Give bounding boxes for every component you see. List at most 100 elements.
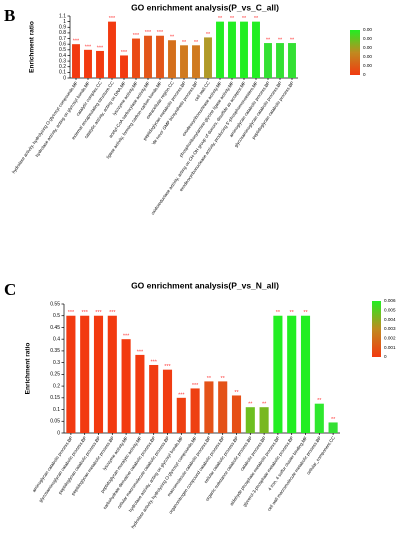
- bar: [135, 354, 145, 433]
- colorbar-label: 0.00: [363, 63, 372, 68]
- bar: [204, 37, 212, 78]
- bar: [144, 35, 152, 78]
- significance-label: **: [234, 390, 239, 396]
- panel-label: C: [4, 280, 16, 299]
- significance-label: ***: [164, 364, 171, 370]
- colorbar-label: 0.004: [384, 317, 396, 322]
- colorbar: [372, 301, 381, 357]
- significance-label: **: [248, 402, 253, 408]
- significance-label: **: [290, 38, 295, 44]
- bar: [66, 315, 76, 433]
- significance-label: ***: [81, 310, 88, 316]
- significance-label: **: [221, 376, 226, 382]
- bar: [314, 403, 324, 433]
- significance-label: **: [218, 16, 223, 22]
- bar: [204, 381, 214, 433]
- significance-label: ***: [192, 383, 199, 389]
- colorbar-label: 0.00: [363, 54, 372, 59]
- colorbar-label: 0.005: [384, 308, 396, 313]
- y-tick-label: 0.8: [59, 30, 66, 36]
- x-tick-label: cell wall macromolecule metabolic proces…: [266, 435, 322, 512]
- colorbar-label: 0.006: [384, 298, 396, 303]
- significance-label: ***: [150, 359, 157, 365]
- y-tick-label: 0.25: [50, 372, 60, 378]
- bar: [121, 339, 131, 433]
- x-tick-label: cellular_component.CC: [306, 435, 336, 475]
- significance-label: **: [266, 38, 271, 44]
- y-axis-label: Enrichment ratio: [25, 343, 32, 395]
- significance-label: ***: [97, 45, 104, 51]
- significance-label: **: [278, 38, 283, 44]
- chart-title: GO enrichment analysis(P_vs_N_all): [131, 280, 279, 290]
- significance-label: ***: [95, 310, 102, 316]
- x-tick-label: hydrolase activity, hydrolyzing O-glycos…: [11, 80, 79, 174]
- bar: [96, 50, 104, 78]
- y-tick-label: 0.6: [59, 42, 66, 48]
- bar: [107, 315, 117, 433]
- bar: [176, 397, 186, 433]
- significance-label: **: [242, 16, 247, 22]
- y-tick-label: 0.2: [59, 64, 66, 70]
- significance-label: **: [262, 402, 267, 408]
- bar: [228, 21, 236, 78]
- significance-label: ***: [157, 30, 164, 36]
- bar: [162, 369, 173, 433]
- y-tick-label: 0.2: [53, 383, 60, 389]
- bar: [264, 43, 272, 78]
- significance-label: **: [254, 16, 259, 22]
- y-tick-label: 0.5: [53, 313, 60, 319]
- significance-label: **: [303, 310, 308, 316]
- bar: [240, 21, 248, 78]
- colorbar-label: 0.002: [384, 336, 396, 341]
- significance-label: ***: [109, 310, 116, 316]
- bar: [156, 35, 164, 78]
- significance-label: ***: [123, 334, 130, 340]
- colorbar-label: 0.00: [363, 27, 372, 32]
- significance-label: **: [206, 32, 211, 38]
- bar: [276, 43, 284, 78]
- y-tick-label: 0.35: [50, 348, 60, 354]
- significance-label: ***: [85, 44, 92, 50]
- significance-label: ***: [137, 349, 144, 355]
- bar: [328, 422, 338, 433]
- significance-label: **: [276, 310, 281, 316]
- y-tick-label: 0.4: [53, 337, 60, 343]
- bar: [168, 40, 176, 78]
- significance-label: ***: [73, 39, 80, 45]
- y-tick-label: 1.1: [59, 13, 66, 19]
- colorbar-label: 0.00: [363, 36, 372, 41]
- bar: [288, 43, 296, 78]
- y-tick-label: 0.1: [59, 70, 66, 76]
- bar: [84, 49, 92, 78]
- y-tick-label: 0.1: [53, 407, 60, 413]
- bar: [132, 38, 140, 78]
- bar: [180, 45, 188, 78]
- y-tick-label: 0.9: [59, 25, 66, 31]
- y-tick-label: 1: [63, 19, 66, 25]
- y-axis-label: Enrichment ratio: [29, 21, 36, 73]
- significance-label: **: [290, 310, 295, 316]
- significance-label: ***: [68, 310, 75, 316]
- significance-label: **: [207, 376, 212, 382]
- bar: [287, 315, 297, 433]
- significance-label: **: [331, 417, 336, 423]
- significance-label: ***: [133, 33, 140, 39]
- bar: [149, 364, 159, 433]
- y-tick-label: 0.4: [59, 53, 66, 59]
- colorbar: [350, 30, 360, 75]
- bar: [231, 395, 242, 433]
- y-tick-label: 0.15: [50, 395, 60, 401]
- significance-label: ***: [145, 30, 152, 36]
- y-tick-label: 0: [63, 75, 66, 81]
- colorbar-label: 0: [363, 72, 366, 77]
- colorbar-label: 0: [384, 354, 387, 359]
- bar: [72, 44, 80, 78]
- x-tick-label: cellular macromolecule catabolic process…: [116, 435, 170, 509]
- bar: [252, 21, 260, 78]
- y-tick-label: 0: [57, 430, 60, 436]
- bar: [192, 45, 200, 78]
- y-tick-label: 0.45: [50, 325, 60, 331]
- significance-label: ***: [178, 392, 185, 398]
- significance-label: **: [317, 398, 322, 404]
